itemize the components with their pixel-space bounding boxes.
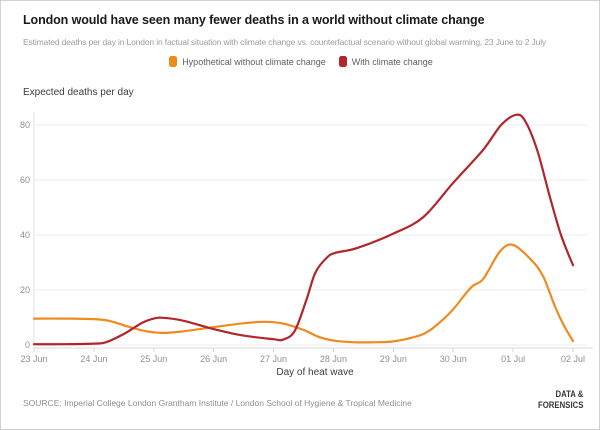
x-tick-label-02-Jul: 02 Jul [561, 354, 585, 364]
legend-swatch-hypothetical-icon [169, 56, 178, 67]
brand-logo: DATA & FORENSICS [537, 389, 583, 411]
y-tick-label-40: 40 [20, 230, 30, 240]
chart-title: London would have seen many fewer deaths… [23, 13, 485, 27]
legend-item-hypothetical: Hypothetical without climate change [169, 56, 326, 67]
x-tick-label-27-Jun: 27 Jun [260, 354, 287, 364]
y-tick-label-80: 80 [20, 120, 30, 130]
legend-label-hypothetical: Hypothetical without climate change [182, 56, 326, 67]
brand-logo-line2: FORENSICS [537, 399, 583, 411]
x-axis-title: Day of heat wave [276, 367, 354, 378]
x-tick-label-29-Jun: 29 Jun [380, 354, 407, 364]
chart-subtitle: Estimated deaths per day in London in fa… [23, 37, 547, 47]
x-tick-label-28-Jun: 28 Jun [320, 354, 347, 364]
legend-swatch-with-climate-change-icon [338, 56, 347, 67]
legend: Hypothetical without climate change With… [1, 56, 599, 67]
y-tick-label-0: 0 [25, 340, 30, 350]
x-tick-label-01-Jul: 01 Jul [501, 354, 525, 364]
y-tick-label-20: 20 [20, 285, 30, 295]
x-tick-label-25-Jun: 25 Jun [140, 354, 167, 364]
y-axis-title: Expected deaths per day [23, 87, 134, 98]
series-line-with-climate-change [32, 113, 575, 346]
brand-logo-line1: DATA & [555, 389, 583, 400]
x-tick-label-23-Jun: 23 Jun [20, 354, 47, 364]
legend-label-with-climate-change: With climate change [351, 56, 433, 67]
source-note: SOURCE: Imperial College London Grantham… [23, 398, 412, 408]
legend-item-with-climate-change: With climate change [338, 56, 433, 67]
x-tick-label-24-Jun: 24 Jun [80, 354, 107, 364]
line-chart: 0 20 40 60 80 23 Jun 24 Jun 25 Jun 26 Jun 27 Jun 2… [20, 111, 593, 364]
x-tick-label-26-Jun: 26 Jun [200, 354, 227, 364]
x-tick-label-30-Jun: 30 Jun [440, 354, 467, 364]
y-tick-label-60: 60 [20, 175, 30, 185]
series-line-hypothetical [32, 243, 575, 344]
